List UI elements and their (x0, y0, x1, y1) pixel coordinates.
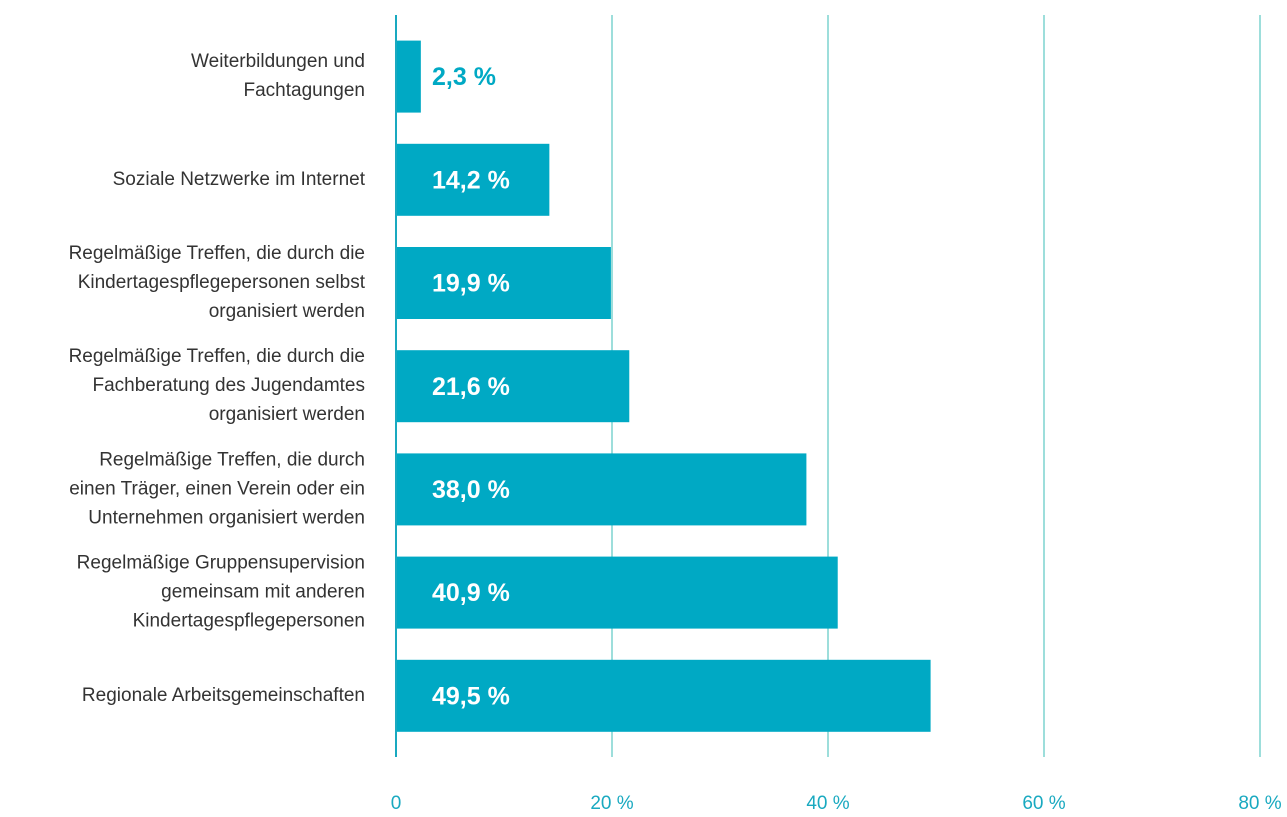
bar (396, 556, 838, 629)
category-label: Regelmäßige Gruppensupervision (77, 553, 365, 574)
value-label: 49,5 % (432, 682, 510, 710)
x-tick-label: 80 % (1238, 793, 1281, 814)
value-label: 14,2 % (432, 166, 510, 194)
x-tick-label: 40 % (806, 793, 849, 814)
x-tick-label: 0 (391, 793, 402, 814)
x-tick-label: 20 % (590, 793, 633, 814)
value-label: 2,3 % (432, 63, 496, 91)
bar (396, 143, 550, 216)
value-label: 21,6 % (432, 373, 510, 401)
category-label: Regelmäßige Treffen, die durch die (69, 243, 365, 264)
category-label: Fachberatung des Jugendamtes (92, 375, 365, 396)
category-label: Kindertagespflegepersonen selbst (78, 272, 366, 293)
category-label: Kindertagespflegepersonen (133, 611, 365, 632)
category-label: Weiterbildungen und (191, 51, 365, 72)
value-label: 40,9 % (432, 579, 510, 607)
bar (396, 40, 421, 113)
category-label: Fachtagungen (244, 80, 366, 101)
category-label: organisiert werden (209, 404, 365, 425)
x-tick-label: 60 % (1022, 793, 1065, 814)
category-label: Regionale Arbeitsgemeinschaften (82, 685, 365, 706)
category-label: Regelmäßige Treffen, die durch die (69, 346, 365, 367)
bar (396, 247, 611, 319)
value-label: 38,0 % (432, 476, 510, 504)
category-label: organisiert werden (209, 301, 365, 322)
category-label: Soziale Netzwerke im Internet (113, 169, 366, 190)
category-label: Unternehmen organisiert werden (88, 507, 365, 528)
bar (396, 453, 807, 526)
bar (396, 659, 931, 732)
bar (396, 350, 630, 423)
category-label: gemeinsam mit anderen (161, 582, 365, 603)
category-label: Regelmäßige Treffen, die durch (99, 449, 365, 470)
value-label: 19,9 % (432, 270, 510, 298)
category-label: einen Träger, einen Verein oder ein (69, 478, 365, 499)
